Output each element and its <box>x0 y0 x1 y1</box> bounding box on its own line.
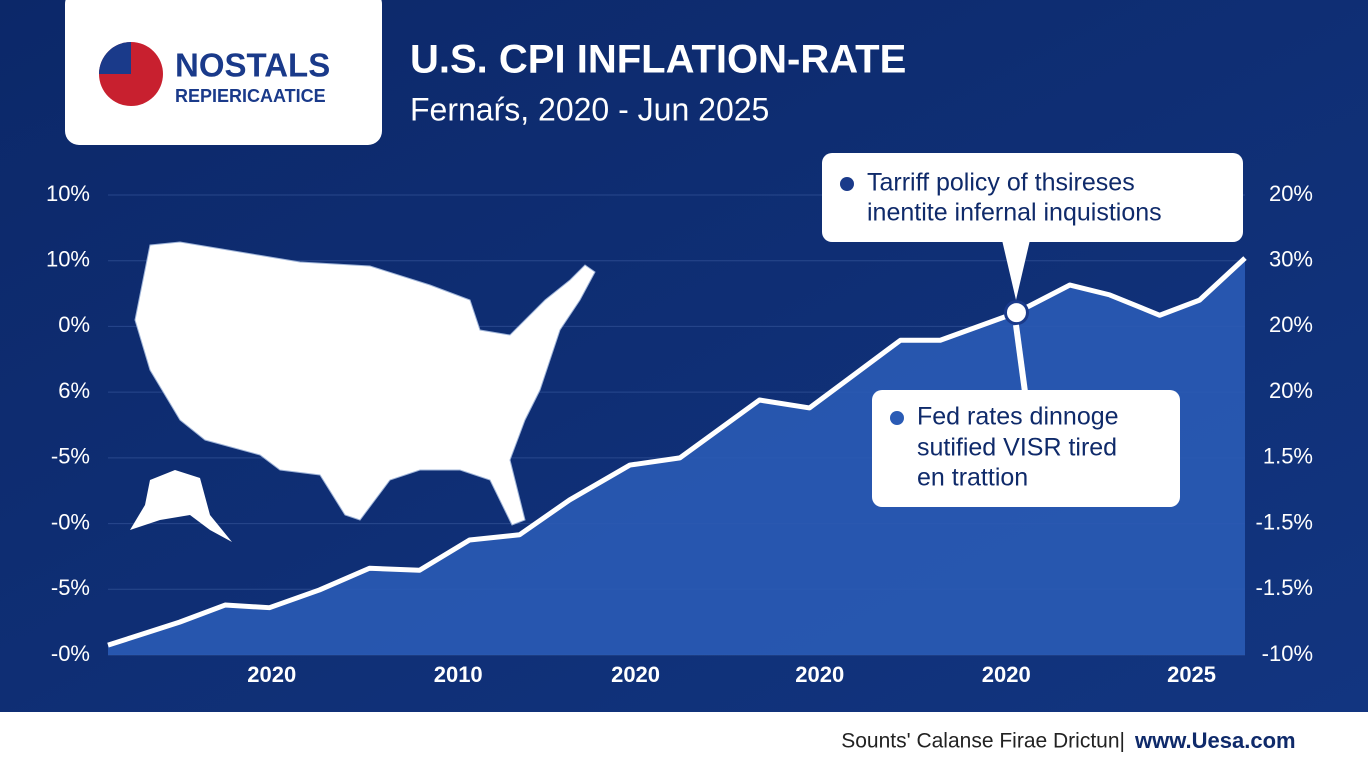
x-tick-label: 2020 <box>795 662 844 687</box>
logo-title: NOSTALS <box>175 47 330 84</box>
x-tick-label: 2020 <box>247 662 296 687</box>
y2-tick-label: -10% <box>1262 641 1313 666</box>
chart-title: U.S. CPI INFLATION-RATE <box>410 38 906 82</box>
annotation-text: sutified VISR tired <box>917 434 1117 462</box>
y-tick-label: 6% <box>58 378 90 403</box>
footer-source: Sounts' Calanse Firae Drictun| <box>841 730 1125 753</box>
highlight-point <box>1003 300 1029 326</box>
callout-box <box>872 390 1180 507</box>
y-tick-label: -5% <box>51 444 90 469</box>
logo-flag-canton <box>99 42 131 74</box>
x-tick-label: 2010 <box>434 662 483 687</box>
callout-bullet <box>840 177 854 191</box>
y2-tick-label: -1.5% <box>1256 575 1313 600</box>
annotation-text: Fed rates dinnoge <box>917 403 1119 431</box>
y-tick-label: 10% <box>46 247 90 272</box>
y2-tick-label: 20% <box>1269 378 1313 403</box>
area <box>108 258 1245 655</box>
y-tick-label: -0% <box>51 641 90 666</box>
annotation-text: en trattion <box>917 464 1028 492</box>
y-tick-label: 0% <box>58 312 90 337</box>
y-tick-label: -0% <box>51 509 90 534</box>
footer-url: www.Uesa.com <box>1134 728 1296 753</box>
x-tick-label: 2025 <box>1167 662 1216 687</box>
callout-pointer <box>1013 324 1028 393</box>
callout-box <box>822 153 1243 242</box>
y-tick-label: -5% <box>51 575 90 600</box>
y2-tick-label: 1.5% <box>1263 444 1313 469</box>
x-tick-label: 2020 <box>611 662 660 687</box>
callout-bullet <box>890 411 904 425</box>
x-tick-label: 2020 <box>982 662 1031 687</box>
logo-box <box>65 0 382 145</box>
footer <box>0 712 1368 768</box>
y2-tick-label: 30% <box>1269 247 1313 272</box>
annotation-text: inentite infernal inquistions <box>867 199 1162 227</box>
y2-tick-label: -1.5% <box>1256 509 1313 534</box>
us-map <box>134 241 596 526</box>
callout-pointer <box>1002 240 1030 300</box>
logo-subtitle: REPIERICAATICE <box>175 86 326 106</box>
chart-subtitle: Fernaŕs, 2020 - Jun 2025 <box>410 91 769 127</box>
y2-tick-label: 20% <box>1269 312 1313 337</box>
annotation-text: Tarriff policy of thsireses <box>867 169 1135 197</box>
y-tick-label: 10% <box>46 181 90 206</box>
line <box>107 256 1247 648</box>
alaska <box>130 470 232 542</box>
y2-tick-label: 20% <box>1269 181 1313 206</box>
